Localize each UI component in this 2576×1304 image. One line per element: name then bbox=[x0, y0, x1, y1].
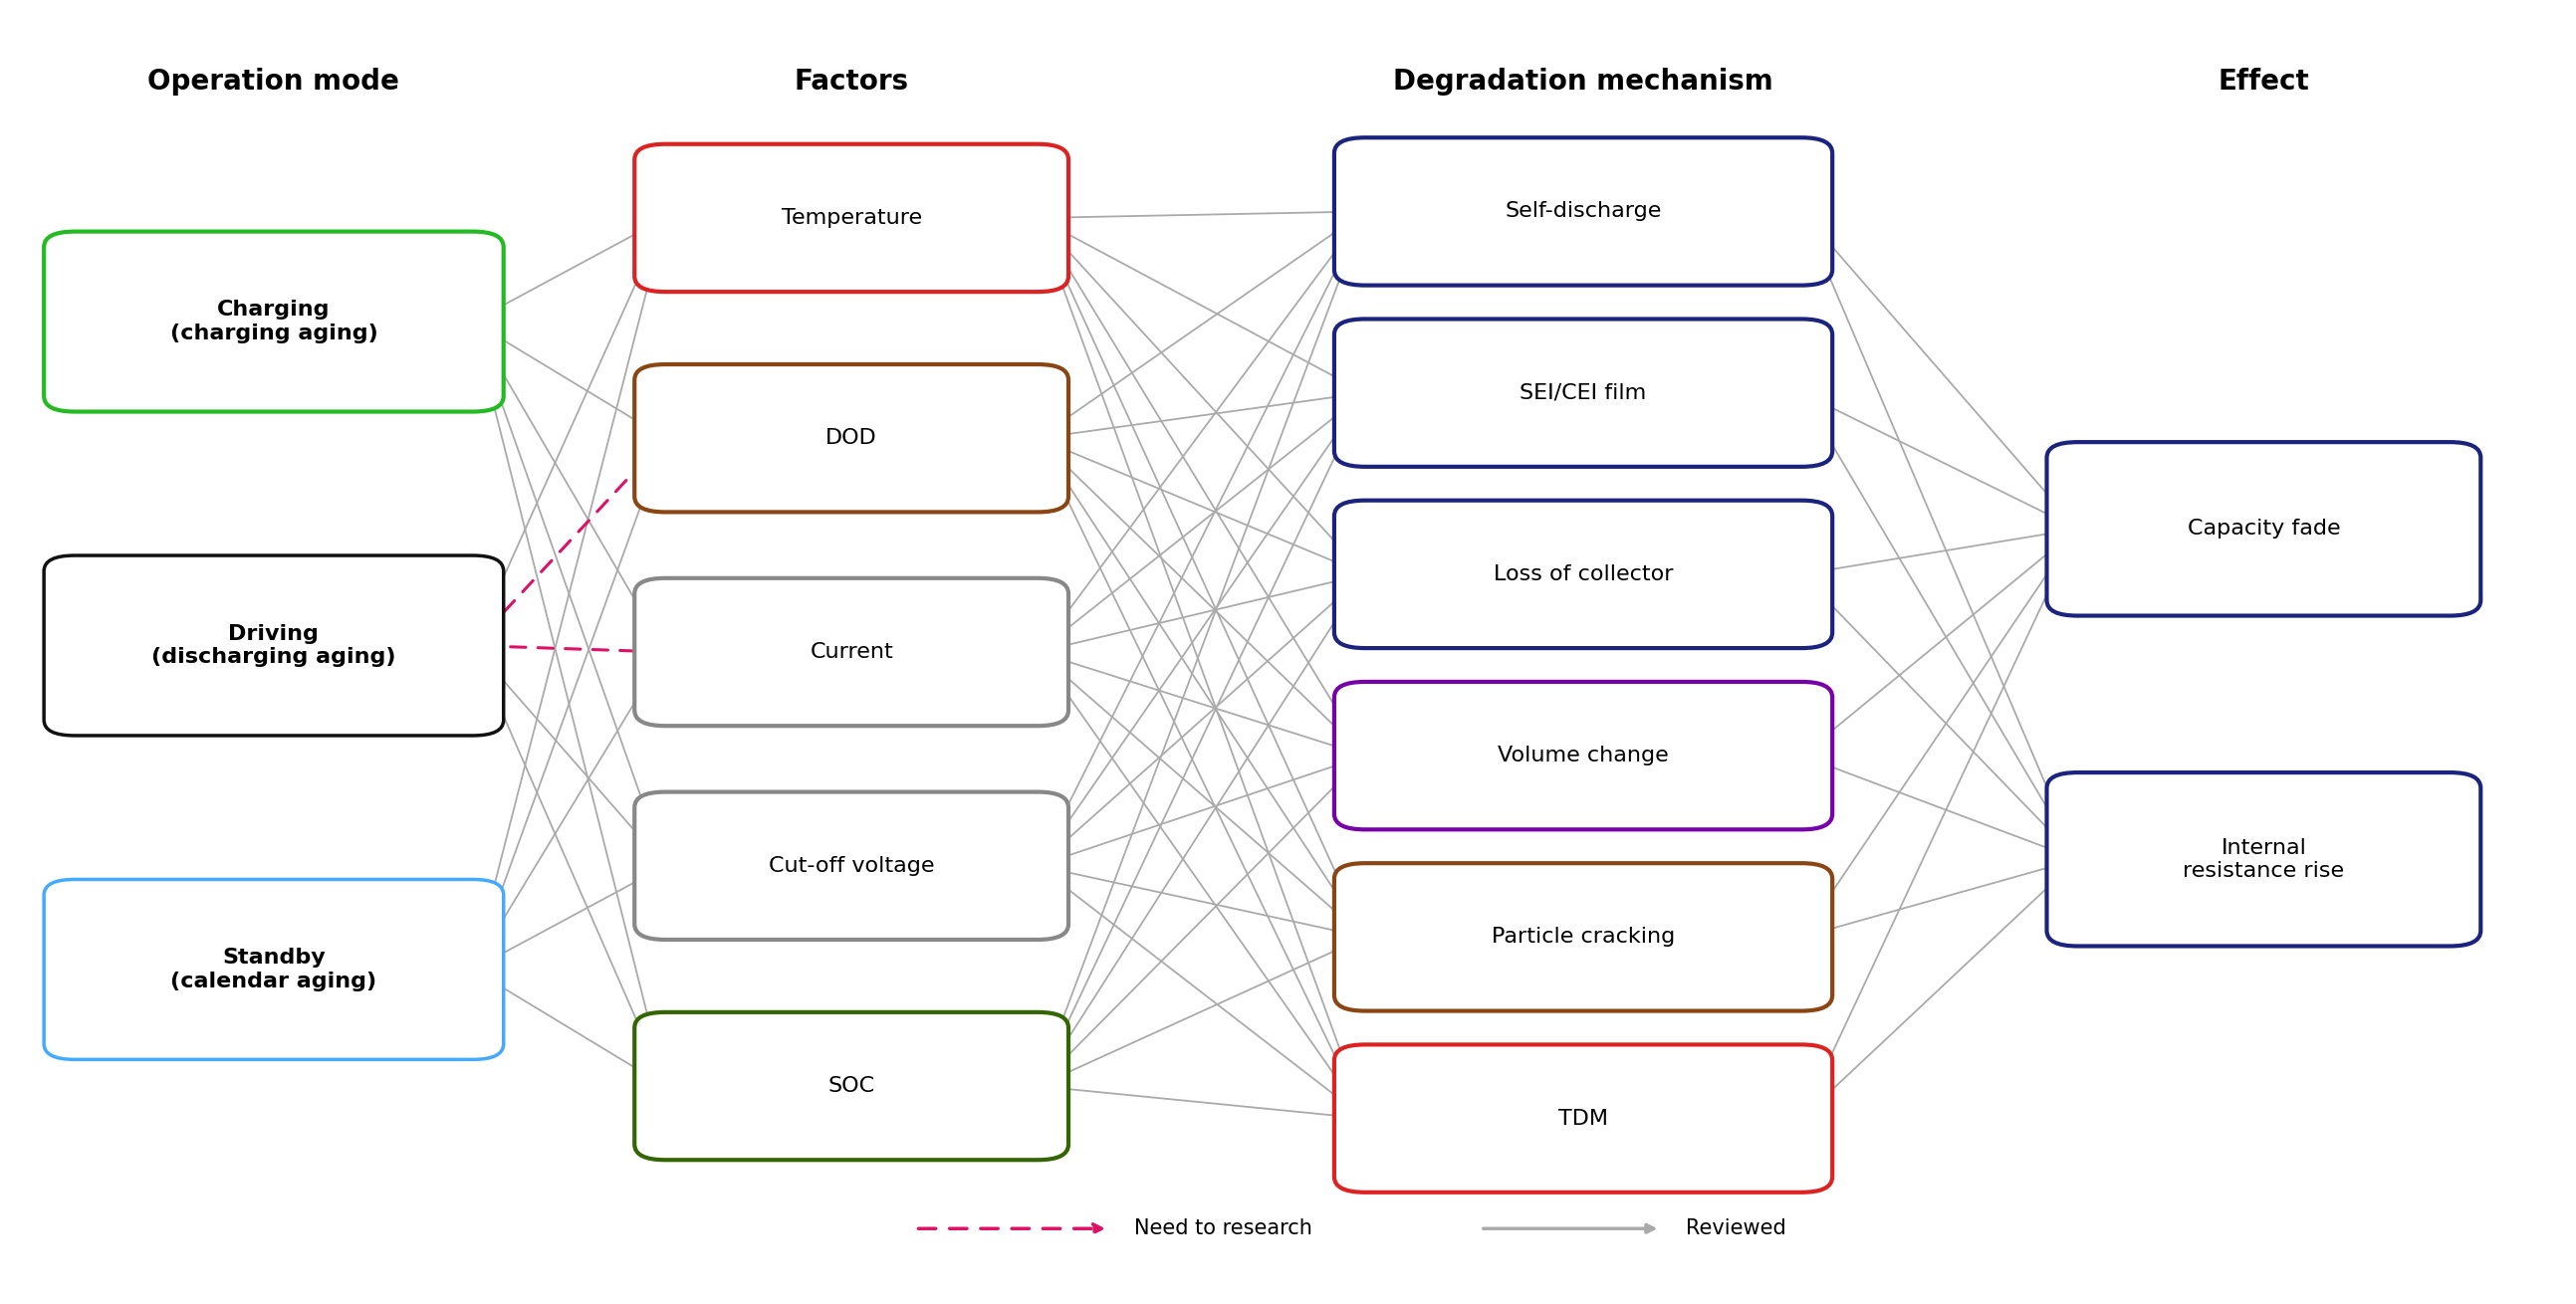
Text: Loss of collector: Loss of collector bbox=[1494, 565, 1674, 584]
FancyBboxPatch shape bbox=[1334, 863, 1832, 1011]
FancyBboxPatch shape bbox=[1334, 1045, 1832, 1192]
Text: Effect: Effect bbox=[2218, 68, 2311, 95]
FancyBboxPatch shape bbox=[1334, 682, 1832, 829]
FancyBboxPatch shape bbox=[634, 143, 1069, 292]
FancyBboxPatch shape bbox=[44, 556, 502, 735]
FancyBboxPatch shape bbox=[634, 578, 1069, 726]
Text: Particle cracking: Particle cracking bbox=[1492, 927, 1674, 947]
Text: Factors: Factors bbox=[793, 68, 909, 95]
Text: DOD: DOD bbox=[827, 428, 878, 449]
Text: Reviewed: Reviewed bbox=[1687, 1219, 1785, 1239]
FancyBboxPatch shape bbox=[44, 879, 502, 1059]
FancyBboxPatch shape bbox=[634, 1012, 1069, 1161]
Text: Cut-off voltage: Cut-off voltage bbox=[768, 855, 935, 876]
Text: Operation mode: Operation mode bbox=[147, 68, 399, 95]
Text: Current: Current bbox=[809, 642, 894, 662]
FancyBboxPatch shape bbox=[2048, 442, 2481, 615]
Text: Charging
(charging aging): Charging (charging aging) bbox=[170, 300, 379, 343]
FancyBboxPatch shape bbox=[1334, 138, 1832, 286]
FancyBboxPatch shape bbox=[1334, 501, 1832, 648]
Text: Capacity fade: Capacity fade bbox=[2187, 519, 2339, 539]
Text: Internal
resistance rise: Internal resistance rise bbox=[2182, 837, 2344, 880]
Text: Driving
(discharging aging): Driving (discharging aging) bbox=[152, 625, 397, 668]
FancyBboxPatch shape bbox=[44, 232, 502, 412]
FancyBboxPatch shape bbox=[634, 364, 1069, 512]
FancyBboxPatch shape bbox=[1334, 319, 1832, 467]
Text: Temperature: Temperature bbox=[781, 207, 922, 228]
Text: SOC: SOC bbox=[827, 1076, 876, 1097]
Text: Standby
(calendar aging): Standby (calendar aging) bbox=[170, 948, 376, 991]
Text: TDM: TDM bbox=[1558, 1108, 1607, 1128]
Text: Degradation mechanism: Degradation mechanism bbox=[1394, 68, 1772, 95]
Text: Self-discharge: Self-discharge bbox=[1504, 202, 1662, 222]
FancyBboxPatch shape bbox=[2048, 772, 2481, 947]
Text: Volume change: Volume change bbox=[1497, 746, 1669, 765]
Text: Need to research: Need to research bbox=[1133, 1219, 1311, 1239]
FancyBboxPatch shape bbox=[634, 792, 1069, 940]
Text: SEI/CEI film: SEI/CEI film bbox=[1520, 383, 1646, 403]
